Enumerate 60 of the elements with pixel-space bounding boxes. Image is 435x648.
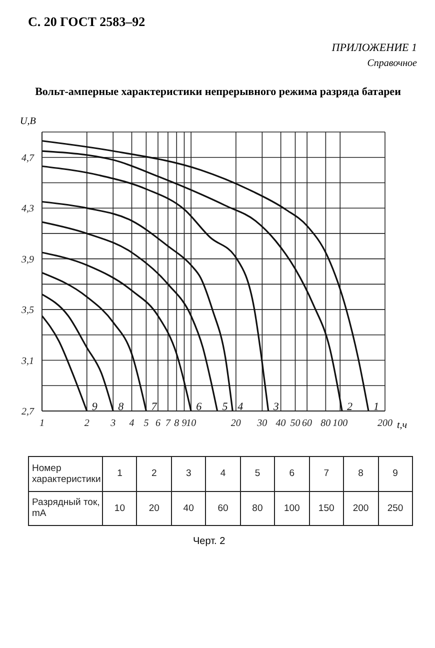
y-tick-label: 2,7 <box>22 406 35 418</box>
series-label: 4 <box>238 401 244 413</box>
chart-title: Вольт-амперные характеристики непрерывного режима разряда батареи <box>34 86 402 98</box>
text: 60 <box>206 491 240 526</box>
text: 40 <box>171 491 206 526</box>
text: Разрядный ток, mA <box>28 491 102 526</box>
x-tick-label: 5 <box>144 418 149 430</box>
x-tick-label: 20 <box>230 418 241 430</box>
x-tick-label: 7 <box>165 418 172 430</box>
x-tick-label: 50 <box>290 418 300 430</box>
y-axis-title: U,В <box>20 116 36 127</box>
x-tick-label: 3 <box>110 418 116 430</box>
text: 4 <box>220 468 226 480</box>
series-label: 7 <box>151 401 158 413</box>
text: 150 <box>309 491 344 526</box>
series-label: 9 <box>92 401 98 413</box>
text: 80 <box>240 491 275 526</box>
text: Справочное <box>367 58 417 69</box>
series-label: 3 <box>272 401 280 413</box>
text: 1 <box>117 468 122 480</box>
series-label: 8 <box>118 401 124 413</box>
y-tick-label: 4,7 <box>22 152 35 164</box>
x-tick-label: 100 <box>332 418 348 430</box>
text: 9 <box>392 468 398 480</box>
y-tick-label: 3,5 <box>20 305 34 316</box>
text: ПРИЛОЖЕНИЕ 1 <box>332 42 417 54</box>
x-tick-label: 8 <box>174 418 180 430</box>
text: 200 <box>344 491 378 526</box>
x-tick-label: 30 <box>256 418 268 430</box>
x-tick-label: 80 <box>320 418 331 430</box>
series-label: 5 <box>222 401 228 413</box>
x-tick-label: 40 <box>276 418 286 430</box>
x-tick-label: 1 <box>40 418 44 430</box>
x-tick-label: 4 <box>129 418 134 430</box>
text: 6 <box>289 468 295 480</box>
x-tick-label: 200 <box>378 418 392 430</box>
text: С. 20 ГОСТ 2583–92 <box>28 14 146 30</box>
text: 5 <box>254 468 260 480</box>
text: 2 <box>152 468 157 480</box>
text: 10 <box>102 491 137 526</box>
x-axis-title: t,ч <box>397 420 408 431</box>
text: 250 <box>378 491 412 526</box>
series-label: 1 <box>374 401 379 413</box>
x-tick-label: 60 <box>302 418 312 430</box>
text: 7 <box>324 468 329 480</box>
x-tick-label: 6 <box>155 418 160 430</box>
text: 20 <box>136 491 172 526</box>
x-tick-label: 10 <box>186 418 196 430</box>
text: 3 <box>186 468 192 480</box>
series-label: 2 <box>347 401 354 413</box>
x-tick-label: 2 <box>84 418 90 430</box>
text: 100 <box>274 491 310 526</box>
text: Черт. 2 <box>193 536 226 547</box>
text: 8 <box>358 468 364 480</box>
y-tick-label: 3,1 <box>20 356 34 367</box>
y-tick-label: 4,3 <box>22 204 34 215</box>
y-tick-label: 3,9 <box>20 254 34 266</box>
text: Номер характеристики <box>28 456 102 491</box>
series-label: 6 <box>196 401 202 413</box>
x-tick-label: 9 <box>182 418 187 430</box>
